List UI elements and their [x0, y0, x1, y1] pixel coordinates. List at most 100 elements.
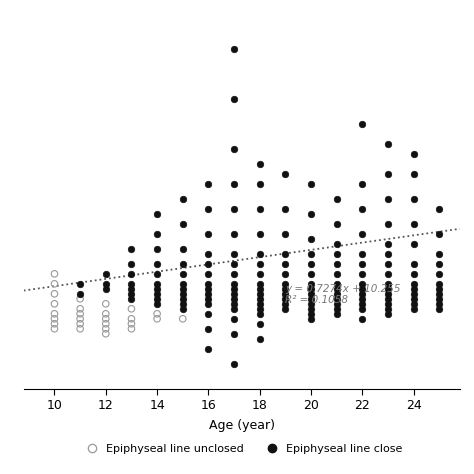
Point: [51, 300, 58, 308]
Point: [410, 270, 418, 278]
Point: [410, 240, 418, 248]
Point: [102, 285, 109, 292]
Point: [436, 280, 443, 288]
Point: [153, 245, 161, 253]
Point: [282, 260, 289, 268]
Point: [307, 285, 315, 292]
Point: [153, 230, 161, 237]
Point: [179, 285, 187, 292]
Point: [384, 290, 392, 298]
Point: [230, 205, 238, 213]
Point: [358, 315, 366, 323]
Point: [102, 320, 109, 328]
Point: [282, 205, 289, 213]
Point: [179, 315, 187, 323]
Text: y = 0.7274x + 10.255
R² = 0.1058: y = 0.7274x + 10.255 R² = 0.1058: [285, 284, 401, 305]
Point: [384, 240, 392, 248]
Point: [102, 310, 109, 318]
Point: [102, 330, 109, 337]
Point: [410, 290, 418, 298]
Point: [76, 310, 84, 318]
Point: [333, 290, 340, 298]
Point: [358, 270, 366, 278]
Point: [128, 245, 135, 253]
Point: [333, 195, 340, 203]
Point: [436, 230, 443, 237]
Point: [410, 300, 418, 308]
Point: [333, 310, 340, 318]
Point: [410, 280, 418, 288]
Point: [76, 280, 84, 288]
Point: [256, 230, 264, 237]
Point: [307, 290, 315, 298]
Point: [76, 315, 84, 323]
Point: [436, 285, 443, 292]
Point: [410, 285, 418, 292]
Point: [102, 325, 109, 333]
Point: [384, 170, 392, 178]
Point: [205, 250, 212, 258]
Point: [384, 305, 392, 312]
Point: [358, 250, 366, 258]
Point: [256, 305, 264, 312]
Point: [436, 250, 443, 258]
Point: [153, 260, 161, 268]
Point: [256, 285, 264, 292]
Point: [384, 285, 392, 292]
Point: [436, 270, 443, 278]
Point: [128, 315, 135, 323]
Point: [333, 270, 340, 278]
Point: [307, 315, 315, 323]
Point: [384, 310, 392, 318]
Point: [333, 295, 340, 302]
Point: [333, 300, 340, 308]
Point: [307, 300, 315, 308]
Point: [333, 280, 340, 288]
Point: [205, 300, 212, 308]
Point: [307, 295, 315, 302]
Point: [179, 270, 187, 278]
Point: [282, 250, 289, 258]
Point: [333, 220, 340, 228]
Point: [128, 295, 135, 302]
Point: [256, 260, 264, 268]
Point: [205, 285, 212, 292]
Point: [410, 295, 418, 302]
Point: [102, 300, 109, 308]
Point: [205, 310, 212, 318]
Point: [128, 290, 135, 298]
Legend: Epiphyseal line unclosed, Epiphyseal line close: Epiphyseal line unclosed, Epiphyseal lin…: [76, 439, 407, 458]
Point: [205, 205, 212, 213]
Point: [51, 325, 58, 333]
Point: [153, 270, 161, 278]
Point: [230, 290, 238, 298]
Point: [76, 290, 84, 298]
Point: [153, 210, 161, 218]
Point: [128, 260, 135, 268]
Point: [128, 270, 135, 278]
Point: [282, 300, 289, 308]
Point: [384, 260, 392, 268]
Point: [205, 280, 212, 288]
Point: [436, 290, 443, 298]
Point: [384, 220, 392, 228]
Point: [358, 295, 366, 302]
Point: [179, 245, 187, 253]
Point: [358, 290, 366, 298]
Point: [205, 270, 212, 278]
Point: [410, 220, 418, 228]
Point: [333, 305, 340, 312]
Point: [230, 260, 238, 268]
Point: [358, 300, 366, 308]
Point: [256, 290, 264, 298]
Point: [205, 290, 212, 298]
Point: [205, 295, 212, 302]
Point: [179, 280, 187, 288]
Point: [230, 46, 238, 53]
Point: [153, 285, 161, 292]
Point: [76, 295, 84, 302]
Point: [128, 320, 135, 328]
Point: [410, 260, 418, 268]
Point: [153, 280, 161, 288]
Point: [230, 280, 238, 288]
